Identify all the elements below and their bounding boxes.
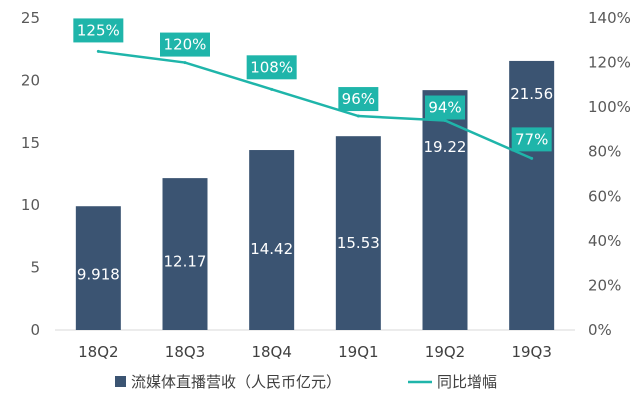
right-tick-label: 100%: [588, 98, 631, 116]
legend-label-growth: 同比增幅: [437, 373, 497, 391]
category-label: 19Q3: [511, 343, 551, 361]
bar: [75, 206, 121, 330]
right-axis: 0% 20% 40% 60% 80% 100% 120% 140%: [588, 9, 631, 339]
bar-value-label: 14.42: [250, 240, 293, 258]
left-tick-label: 20: [21, 71, 40, 89]
bar-value-label: 9.918: [77, 265, 120, 283]
bar-value-label: 12.17: [164, 253, 207, 271]
right-tick-label: 20%: [588, 276, 621, 294]
left-tick-label: 10: [21, 196, 40, 214]
line-value-label: 125%: [73, 18, 124, 43]
line-label-text: 120%: [164, 36, 207, 54]
category-label: 19Q1: [338, 343, 378, 361]
line-value-label: 96%: [338, 87, 379, 112]
line-point: [183, 61, 187, 65]
legend: 流媒体直播营收（人民币亿元） 同比增幅: [115, 373, 497, 391]
line-point: [530, 156, 534, 160]
right-tick-label: 140%: [588, 9, 631, 27]
line-value-label: 108%: [246, 55, 297, 80]
left-tick-label: 5: [30, 259, 40, 277]
line-series: [96, 49, 534, 160]
line-label-text: 125%: [77, 21, 120, 39]
category-label: 18Q3: [165, 343, 205, 361]
bar-value-label: 15.53: [337, 234, 380, 252]
line-label-box: [425, 95, 465, 120]
right-tick-label: 80%: [588, 143, 621, 161]
line-label-text: 77%: [515, 130, 548, 148]
line-label-box: [511, 127, 552, 152]
left-axis: 0 5 10 15 20 25: [21, 9, 40, 339]
category-labels: 18Q2 18Q3 18Q4 19Q1 19Q2 19Q3: [78, 343, 552, 361]
right-tick-label: 0%: [588, 321, 612, 339]
line-label-text: 94%: [428, 99, 461, 117]
line-value-label: 120%: [160, 32, 210, 57]
bar: [509, 60, 555, 330]
category-label: 18Q2: [78, 343, 118, 361]
bar-value-label: 19.22: [424, 138, 467, 156]
right-tick-label: 60%: [588, 187, 621, 205]
category-label: 19Q2: [425, 343, 465, 361]
legend-label-revenue: 流媒体直播营收（人民币亿元）: [131, 373, 341, 391]
line-labels: 125% 120% 108% 96% 94% 77%: [73, 18, 552, 152]
bar: [162, 178, 208, 330]
line-label-box: [73, 18, 124, 43]
bar-labels: 9.918 12.17 14.42 15.53 19.22 21.56: [77, 85, 553, 283]
growth-line: [98, 50, 533, 160]
line-point: [270, 87, 274, 91]
bar: [422, 90, 468, 330]
line-point: [443, 119, 447, 123]
bar: [335, 136, 381, 330]
line-label-box: [246, 55, 297, 80]
category-label: 18Q4: [251, 343, 291, 361]
left-tick-label: 0: [30, 321, 40, 339]
bar-value-label: 21.56: [510, 85, 553, 103]
bar-series: [75, 60, 555, 330]
left-tick-label: 25: [21, 9, 40, 27]
legend-swatch-revenue: [115, 376, 126, 387]
line-value-label: 77%: [511, 127, 552, 152]
line-label-text: 108%: [250, 58, 293, 76]
line-label-text: 96%: [342, 90, 375, 108]
line-point: [356, 114, 360, 118]
line-label-box: [338, 87, 379, 112]
right-tick-label: 40%: [588, 232, 621, 250]
line-value-label: 94%: [425, 95, 465, 120]
line-point: [96, 49, 100, 53]
line-label-box: [160, 32, 210, 57]
bar: [249, 150, 295, 330]
left-tick-label: 15: [21, 134, 40, 152]
right-tick-label: 120%: [588, 54, 631, 72]
